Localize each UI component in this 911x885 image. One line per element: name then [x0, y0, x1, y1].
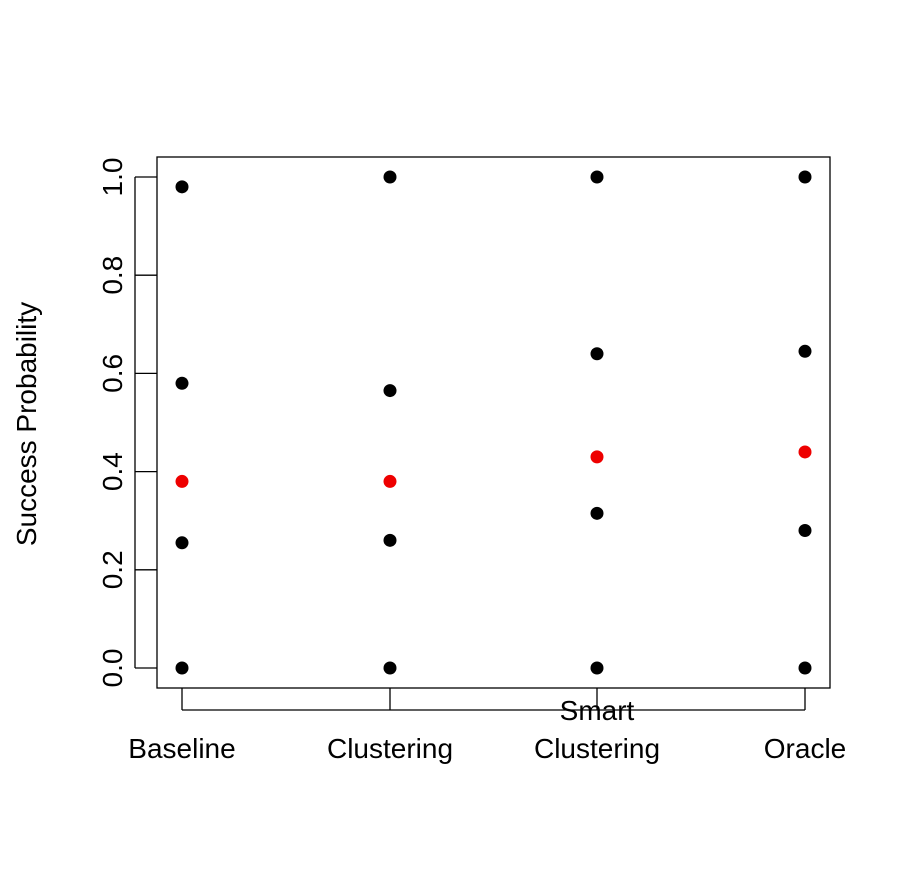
- x-tick-label: Clustering: [327, 733, 453, 764]
- x-tick-label: Baseline: [128, 733, 235, 764]
- data-point: [590, 347, 604, 361]
- data-point: [383, 170, 397, 184]
- x-tick-label: Clustering: [534, 733, 660, 764]
- y-tick-label: 0.4: [97, 452, 128, 491]
- data-point: [798, 170, 812, 184]
- data-point: [798, 524, 812, 538]
- data-point: [383, 533, 397, 547]
- data-point: [590, 661, 604, 675]
- data-point: [798, 661, 812, 675]
- data-point: [175, 180, 189, 194]
- data-point: [798, 344, 812, 358]
- mean-point: [798, 445, 812, 459]
- data-point: [590, 506, 604, 520]
- data-point: [175, 661, 189, 675]
- y-axis-title: Success Probability: [11, 302, 42, 546]
- mean-point: [175, 474, 189, 488]
- mean-point: [590, 450, 604, 464]
- data-point: [590, 170, 604, 184]
- x-axis: Baseline Clustering Smart Clustering Oracle: [128, 688, 846, 764]
- mean-point: [383, 474, 397, 488]
- y-tick-label: 0.6: [97, 354, 128, 393]
- y-axis: 0.0 0.2 0.4 0.6 0.8 1.0: [97, 158, 157, 688]
- data-point: [383, 661, 397, 675]
- data-points: [175, 170, 812, 675]
- y-tick-label: 1.0: [97, 158, 128, 197]
- y-tick-label: 0.0: [97, 649, 128, 688]
- plot-frame: [156, 156, 831, 689]
- data-point: [175, 376, 189, 390]
- x-tick-label: Smart: [560, 695, 635, 726]
- y-tick-label: 0.8: [97, 256, 128, 295]
- data-point: [175, 536, 189, 550]
- data-point: [383, 384, 397, 398]
- y-tick-label: 0.2: [97, 550, 128, 589]
- x-tick-label: Oracle: [764, 733, 846, 764]
